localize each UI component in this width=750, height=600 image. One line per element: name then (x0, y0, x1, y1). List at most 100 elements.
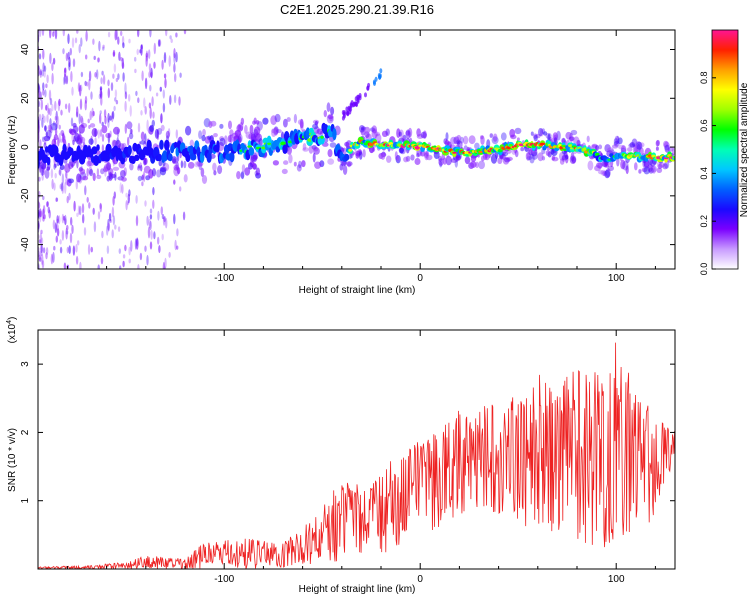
colorbar-tick-label: 0.2 (699, 215, 709, 228)
spectrogram-cell (110, 82, 114, 92)
spectrogram-cell (173, 213, 176, 225)
spectrogram-cell (48, 209, 51, 219)
spectrogram-cell (93, 55, 96, 61)
spectrogram-cell (213, 170, 217, 176)
spectrogram-cell (200, 167, 205, 177)
spectrogram-cell (598, 144, 603, 150)
spectrogram-cell (79, 136, 86, 144)
spectrogram-cell (80, 37, 83, 47)
spectrogram-cell (655, 146, 659, 151)
spectrogram-cell (594, 165, 601, 172)
spectrogram-cell (452, 151, 457, 154)
spectrogram-cell (66, 246, 70, 254)
spectrogram-cell (612, 144, 619, 149)
spectrogram-cell (140, 164, 143, 172)
spectrogram-cell (648, 164, 655, 173)
spectrogram-cell (68, 192, 71, 201)
spectrogram-cell (88, 138, 94, 145)
spectrogram-cell (416, 152, 420, 158)
spectrogram-cell (106, 162, 112, 171)
spectrogram-cell (44, 125, 47, 132)
spectrogram-cell (137, 175, 143, 182)
spectrogram-cell (96, 144, 100, 151)
spectrogram-cell (144, 200, 147, 207)
spectrogram-cell (248, 162, 253, 170)
spectrogram-cell (168, 55, 171, 67)
spectrogram-cell (643, 159, 650, 168)
spectrogram-cell (68, 128, 73, 134)
spectrogram-cell (108, 212, 112, 222)
spectrogram-cell (514, 150, 519, 158)
spectrogram-cell (183, 174, 188, 183)
spectrogram-cell (54, 128, 58, 136)
spectrogram-cell (134, 68, 137, 74)
spectrogram-cell (121, 184, 124, 194)
spectrogram-cell (141, 181, 144, 187)
spectrogram-cell (162, 261, 166, 269)
spectrogram-cell (89, 169, 94, 177)
spectrogram-cell (219, 123, 224, 129)
spectrogram-cell (369, 127, 375, 132)
spectrogram-cell (175, 129, 178, 139)
spectrogram-cell (43, 115, 46, 124)
spectrogram-cell (157, 236, 160, 245)
spectrogram-cell (55, 197, 58, 202)
spectrogram-cell (67, 51, 70, 60)
spectrogram-cell (50, 253, 54, 265)
spectrogram-cell (100, 256, 104, 265)
spectrogram-cell (58, 169, 61, 175)
spectrogram-cell (42, 247, 46, 254)
spectrogram-cell (60, 150, 65, 161)
spectrogram-cell (228, 120, 232, 130)
spectrogram-cell (219, 137, 226, 147)
spectrogram-cell (130, 129, 133, 134)
spectrogram-cell (643, 166, 650, 175)
spectrogram-cell (332, 128, 337, 141)
spectrogram-cell (38, 202, 41, 209)
snr-y-multiplier-base: (x10 (7, 323, 18, 343)
spectrogram-cell (250, 156, 254, 165)
spectrogram-cell (463, 135, 469, 145)
spectrogram-cell (174, 239, 177, 251)
spectrogram-cell (500, 132, 507, 141)
spectrogram-cell (455, 155, 462, 161)
colorbar-tick-label: 0.8 (699, 72, 709, 85)
spectrogram-cell (139, 252, 143, 261)
spectrogram-cell (45, 252, 48, 260)
spectrogram-cell (249, 124, 254, 135)
spectrogram-cell (111, 229, 114, 239)
spectrogram-cell (189, 139, 194, 148)
spectrogram-cell (76, 106, 79, 118)
spectrogram-cell (185, 153, 191, 163)
spectrogram-cell (150, 229, 153, 240)
spectrogram-cell (636, 154, 640, 157)
spectrogram-cell (113, 105, 116, 112)
spectrogram-cell (379, 68, 383, 74)
spectrogram-cell (44, 169, 50, 179)
spectrogram-cell (64, 214, 67, 226)
spectrogram-cell (339, 163, 344, 171)
spectrogram-cell (40, 229, 43, 235)
spectrogram-cell (491, 136, 499, 145)
spectrogram-x-label: Height of straight line (km) (299, 285, 416, 296)
spectrogram-cell (489, 133, 493, 138)
y-tick-label: 0 (20, 144, 31, 150)
spectrogram-cell (111, 110, 115, 120)
x-tick-label: 100 (608, 273, 625, 284)
spectrogram-cell (347, 105, 351, 111)
spectrogram-cell (42, 62, 45, 72)
spectrogram-cell (39, 257, 42, 262)
spectrogram-cell (595, 145, 599, 151)
spectrogram-cell (396, 155, 400, 162)
spectrogram-cell (82, 175, 89, 181)
spectrogram-cell (551, 156, 559, 162)
spectrogram-cell (106, 225, 109, 236)
spectrogram-cell (99, 110, 102, 115)
spectrogram-cell (77, 240, 80, 246)
spectrogram-cell (346, 161, 353, 167)
spectrogram-cell (302, 147, 309, 152)
spectrogram-cell (408, 127, 413, 138)
spectrogram-cell (101, 144, 105, 153)
spectrogram-cell (286, 145, 292, 155)
